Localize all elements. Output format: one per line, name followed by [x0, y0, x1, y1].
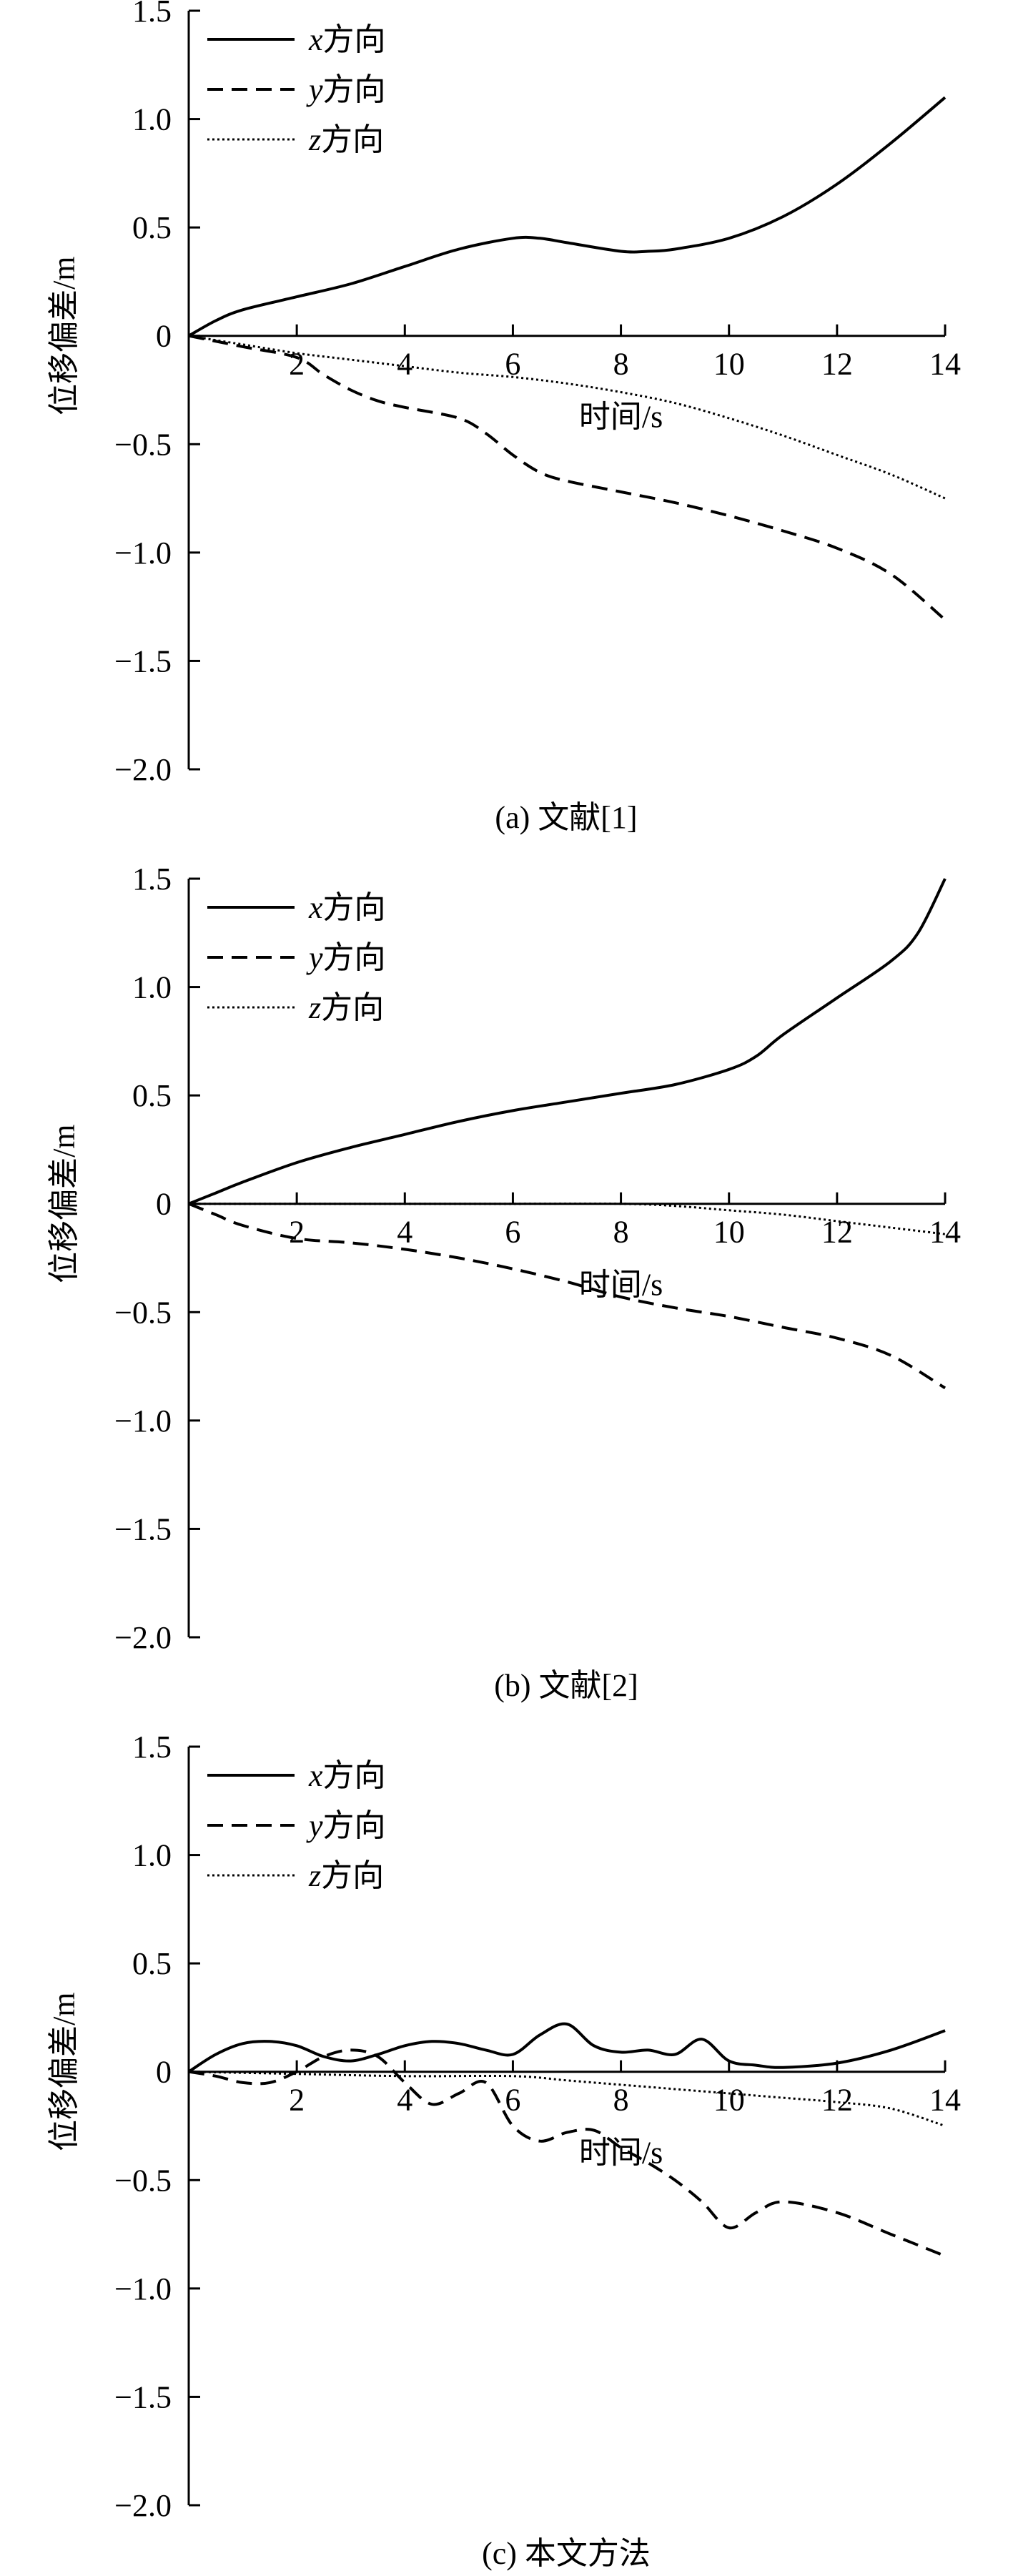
- x-tick-label: 2: [289, 2083, 305, 2118]
- y-tick-label: 0: [156, 1187, 172, 1222]
- y-tick-label: 1.5: [132, 0, 172, 29]
- y-tick-label: −2.0: [114, 1620, 172, 1655]
- series-line-dashed: [188, 1202, 947, 1390]
- x-tick-label: 10: [713, 2083, 745, 2118]
- x-tick-label: 12: [821, 347, 853, 382]
- legend-label: y方向: [306, 1808, 386, 1843]
- y-tick-label: −0.5: [114, 2163, 172, 2198]
- chart-panel: 1.5 1.0 0.5 0 −0.5 −1.0 −1.5 −2.0 2 4 6 8 10 12 14 时间/s…: [46, 0, 961, 835]
- y-tick-label: 0: [156, 2055, 172, 2090]
- chart-panel: 1.51.00.50−0.5−1.0−1.5−2.02 4 6 8 10 12 14时间/s…: [46, 862, 961, 1703]
- y-tick-label: −1.5: [114, 1511, 172, 1546]
- legend-label: z方向: [308, 122, 384, 157]
- x-tick-label: 6: [505, 347, 520, 382]
- legend-label: y方向: [306, 940, 386, 975]
- y-axis-label: 位移偏差/m: [46, 1992, 81, 2151]
- chart-panel: 1.51.00.50−0.5−1.0−1.5−2.02 4 6 8 10 12 14时间/s…: [46, 1729, 961, 2571]
- legend-label: x方向: [308, 890, 386, 925]
- legend: x方向 y方向 z方向: [207, 890, 386, 1025]
- series-line-solid: [187, 2022, 946, 2073]
- series-line-solid: [188, 96, 947, 337]
- y-tick-label: 0.5: [132, 1078, 172, 1113]
- x-axis-label: 时间/s: [579, 400, 663, 435]
- legend-label: y方向: [306, 72, 386, 107]
- x-tick-label: 2: [289, 347, 305, 382]
- x-tick-label: 12: [821, 2083, 853, 2118]
- x-tick-label: 4: [397, 2083, 412, 2118]
- y-tick-label: 1.0: [132, 102, 172, 137]
- y-tick-label: 0.5: [132, 210, 172, 245]
- y-tick-label: −1.0: [114, 2271, 172, 2306]
- series-line-dashed: [188, 2048, 946, 2258]
- y-tick-label: −1.5: [114, 643, 172, 678]
- y-axis-label: 位移偏差/m: [46, 1124, 81, 1283]
- y-tick-label: −1.5: [114, 2379, 172, 2414]
- y-tick-label: 1.5: [132, 1729, 172, 1765]
- x-tick-label: 10: [713, 347, 745, 382]
- legend-label: z方向: [308, 1858, 384, 1893]
- y-tick-label: −0.5: [114, 427, 172, 462]
- series-line-dashed: [188, 334, 947, 621]
- y-tick-label: 0.5: [132, 1946, 172, 1981]
- legend-label: x方向: [308, 1758, 386, 1793]
- x-tick-label: 4: [397, 1215, 412, 1250]
- x-tick-label: 8: [613, 347, 629, 382]
- y-tick-label: 0: [156, 319, 172, 354]
- series-line-solid: [188, 878, 947, 1205]
- x-tick-label: 8: [613, 1215, 629, 1250]
- y-tick-label: 1.0: [132, 1838, 172, 1873]
- y-tick-label: −2.0: [114, 752, 172, 787]
- x-tick-label: 12: [821, 1215, 853, 1250]
- panel-caption: (b) 文献[2]: [494, 1668, 638, 1703]
- x-tick-label: 14: [929, 347, 961, 382]
- x-tick-label: 8: [613, 2083, 629, 2118]
- x-tick-label: 14: [929, 2083, 961, 2118]
- y-axis-label: 位移偏差/m: [46, 256, 81, 415]
- panel-caption: (c) 本文方法: [482, 2536, 651, 2571]
- y-tick-label: 1.0: [132, 970, 172, 1005]
- x-tick-label: 6: [505, 2083, 520, 2118]
- legend-label: x方向: [308, 22, 386, 57]
- legend: x方向 y方向 z方向: [207, 22, 386, 157]
- y-tick-label: −2.0: [114, 2488, 172, 2523]
- y-tick-label: 1.5: [132, 862, 172, 897]
- x-tick-label: 2: [289, 1215, 305, 1250]
- x-tick-label: 6: [505, 1215, 520, 1250]
- legend: x方向 y方向 z方向: [207, 1758, 386, 1893]
- panel-caption: (a) 文献[1]: [495, 800, 637, 835]
- series-line-dotted: [188, 335, 946, 500]
- y-tick-label: −1.0: [114, 536, 172, 571]
- y-tick-label: −0.5: [114, 1295, 172, 1330]
- legend-label: z方向: [308, 990, 384, 1025]
- x-tick-label: 4: [397, 347, 412, 382]
- y-tick-label: −1.0: [114, 1403, 172, 1438]
- x-tick-label: 10: [713, 1215, 745, 1250]
